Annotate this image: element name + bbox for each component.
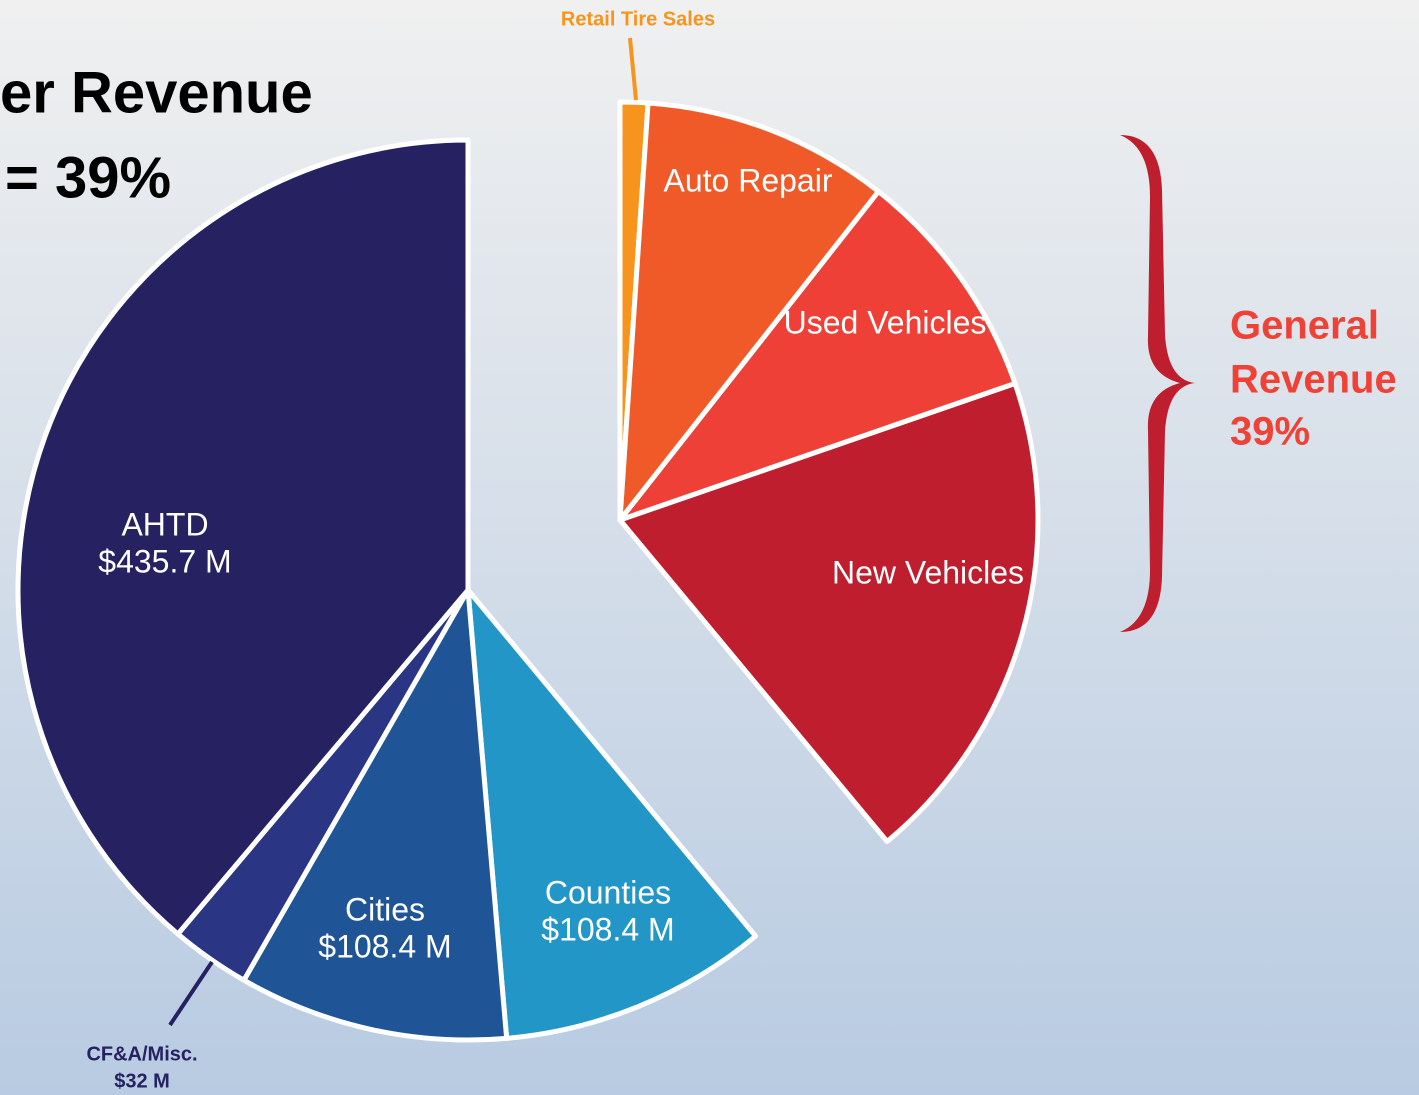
annotation: Revenue <box>1230 358 1397 402</box>
slice-label: AHTD <box>121 506 208 542</box>
annotation: 39% <box>1230 410 1310 454</box>
slice-label: Counties <box>545 874 671 910</box>
pie-slice <box>465 587 759 1041</box>
annotation: General <box>1230 304 1379 348</box>
pie-slice <box>15 137 471 937</box>
slice-label: New Vehicles <box>832 554 1024 590</box>
pie <box>15 99 1041 1043</box>
pie-slice <box>241 587 510 1043</box>
slice-label: Cities <box>345 891 425 927</box>
slice-label: Auto Repair <box>664 162 833 198</box>
slice-label: Retail Tire Sales <box>561 8 715 30</box>
leader-line <box>628 37 638 101</box>
value-label: $435.7 M <box>98 543 231 579</box>
slice-label: Used Vehicles <box>784 304 987 340</box>
pie-slice <box>617 100 881 523</box>
pie-slice <box>617 381 1041 844</box>
chart-title: = 39% <box>5 145 171 210</box>
brace <box>1120 135 1195 632</box>
chart-title: er Revenue <box>0 60 313 125</box>
slice-label: CF&A/Misc. <box>86 1043 197 1065</box>
value-label: $108.4 M <box>318 928 451 964</box>
pie-slice <box>617 189 1018 523</box>
leader-line <box>168 960 214 1027</box>
value-label: $32 M <box>114 1070 170 1092</box>
value-label: $108.4 M <box>541 911 674 947</box>
